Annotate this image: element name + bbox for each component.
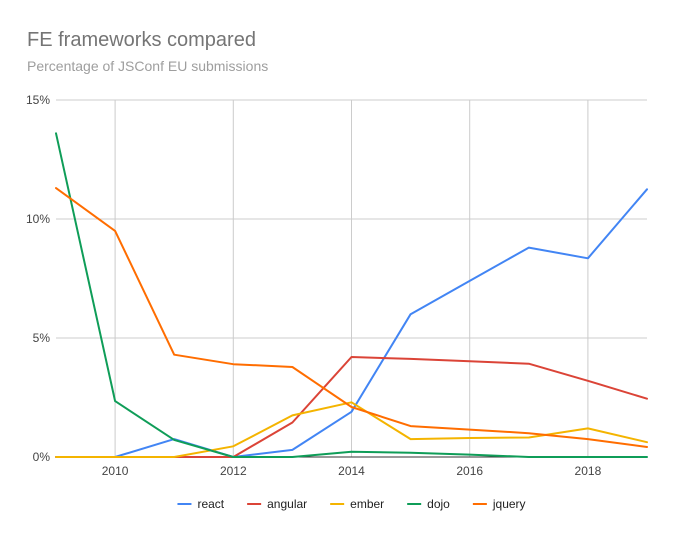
y-tick-label: 15% bbox=[26, 93, 50, 107]
series-line-jquery bbox=[55, 187, 648, 448]
y-axis-ticks: 0% 5% 10% 15% bbox=[26, 93, 50, 464]
legend-label-ember: ember bbox=[350, 497, 384, 511]
y-tick-label: 0% bbox=[33, 450, 51, 464]
x-axis-ticks: 2010 2012 2014 2016 2018 bbox=[102, 464, 602, 478]
series-line-dojo bbox=[55, 132, 648, 458]
y-tick-label: 5% bbox=[33, 331, 51, 345]
legend-label-react: react bbox=[197, 497, 224, 511]
x-tick-label: 2016 bbox=[456, 464, 483, 478]
chart-subtitle: Percentage of JSConf EU submissions bbox=[27, 58, 268, 74]
x-tick-label: 2014 bbox=[338, 464, 365, 478]
legend-label-jquery: jquery bbox=[492, 497, 526, 511]
y-tick-label: 10% bbox=[26, 212, 50, 226]
chart-title: FE frameworks compared bbox=[27, 29, 256, 51]
series-line-react bbox=[55, 188, 648, 458]
legend-label-dojo: dojo bbox=[427, 497, 450, 511]
x-tick-label: 2012 bbox=[220, 464, 247, 478]
x-tick-label: 2010 bbox=[102, 464, 129, 478]
legend: react angular ember dojo jquery bbox=[177, 497, 526, 511]
legend-label-angular: angular bbox=[267, 497, 307, 511]
x-tick-label: 2018 bbox=[575, 464, 602, 478]
series-lines bbox=[55, 132, 648, 458]
